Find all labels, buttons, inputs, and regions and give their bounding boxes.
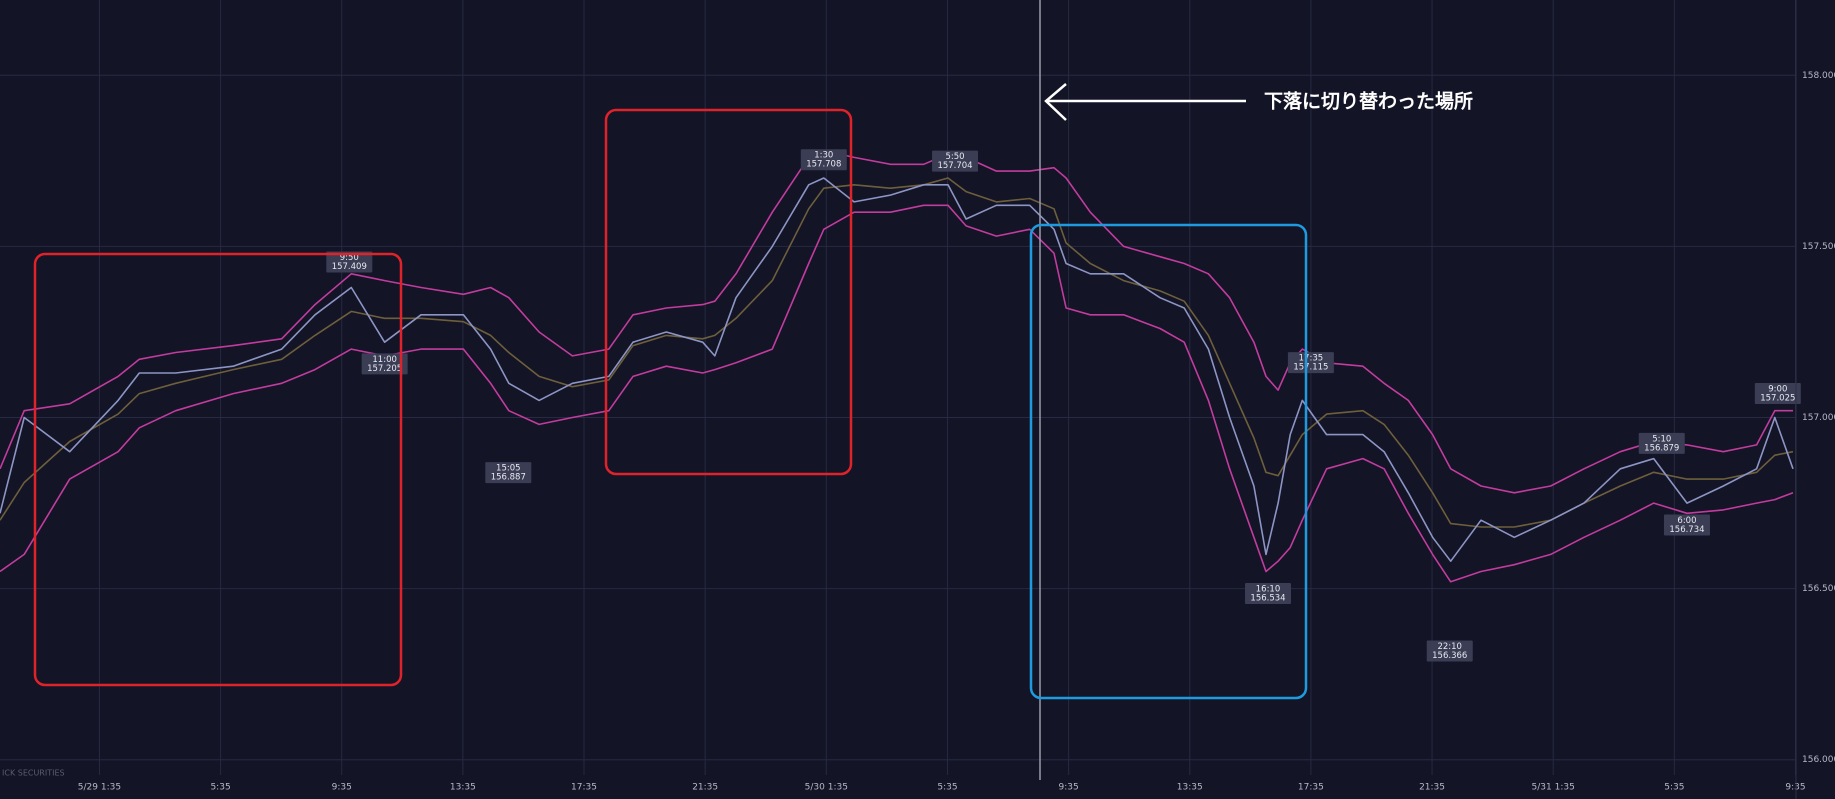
x-tick-label: 5:35 <box>937 783 957 793</box>
annotation-time: 22:10 <box>1437 642 1462 652</box>
annotation-time: 6:00 <box>1677 516 1696 526</box>
y-tick-label: 158.000 <box>1802 71 1835 81</box>
annotation-box <box>1245 582 1292 604</box>
annotation-time: 15:05 <box>496 464 521 474</box>
x-tick-label: 5/31 1:35 <box>1532 783 1575 793</box>
x-tick-label: 9:35 <box>1058 783 1078 793</box>
annotation-time: 16:10 <box>1256 584 1281 594</box>
annotation-box <box>932 150 979 172</box>
annotation-time: 9:00 <box>1768 384 1787 394</box>
annotation-time: 5:10 <box>1652 434 1671 444</box>
annotation-value: 156.879 <box>1644 443 1679 453</box>
series-line <box>0 177 1794 562</box>
x-tick-label: 9:35 <box>1785 783 1805 793</box>
x-tick-label: 9:35 <box>332 783 352 793</box>
annotation-time: 5:50 <box>945 152 964 162</box>
x-tick-label: 5/29 1:35 <box>78 783 121 793</box>
x-tick-label: 5:35 <box>210 783 230 793</box>
annotation-time: 1:30 <box>814 151 833 161</box>
watermark: ICK SECURITIES <box>2 769 65 778</box>
series-line <box>0 177 1794 528</box>
annotation-value: 157.409 <box>332 262 367 272</box>
series-line <box>0 149 1793 494</box>
annotation-box <box>1638 432 1685 454</box>
x-tick-label: 17:35 <box>571 783 597 793</box>
annotation-box <box>1663 514 1710 536</box>
x-tick-label: 13:35 <box>1177 783 1203 793</box>
arrow <box>1044 83 1246 121</box>
annotation-value: 157.205 <box>367 364 402 374</box>
plot <box>0 149 1794 583</box>
annotation-value: 156.366 <box>1432 651 1467 661</box>
annotation-box <box>485 462 532 484</box>
annotation-box <box>1287 352 1334 374</box>
annotation-value: 156.534 <box>1250 593 1285 603</box>
y-tick-label: 156.000 <box>1802 755 1835 765</box>
x-tick-label: 13:35 <box>450 783 476 793</box>
x-tick-label: 5/30 1:35 <box>805 783 848 793</box>
x-tick-label: 17:35 <box>1298 783 1324 793</box>
annotation-box <box>800 149 847 171</box>
annotation-box <box>1754 382 1801 404</box>
callout-text: 下落に切り替わった場所 <box>1264 90 1473 113</box>
y-tick-label: 157.000 <box>1802 413 1835 423</box>
annotation-value: 157.025 <box>1760 393 1795 403</box>
annotation-value: 157.115 <box>1293 363 1328 373</box>
x-tick-label: 21:35 <box>1419 783 1445 793</box>
annotation-box <box>361 353 408 375</box>
annotation-box <box>326 251 373 273</box>
x-tick-label: 5:35 <box>1664 783 1684 793</box>
annotations: 9:50157.40911:00157.20515:05156.8871:301… <box>326 149 1801 662</box>
annotation-time: 9:50 <box>340 253 359 263</box>
annotation-time: 11:00 <box>372 355 397 365</box>
annotation-time: 17:35 <box>1299 354 1324 364</box>
highlight-box <box>33 252 403 687</box>
annotation-box <box>1426 640 1473 662</box>
y-tick-label: 156.500 <box>1802 584 1835 594</box>
highlight-box <box>1029 223 1308 700</box>
x-tick-label: 21:35 <box>692 783 718 793</box>
annotation-value: 156.887 <box>491 473 526 483</box>
highlight-box <box>604 108 853 476</box>
annotation-value: 157.704 <box>937 161 972 171</box>
annotation-value: 157.708 <box>806 160 841 170</box>
annotation-value: 156.734 <box>1669 525 1704 535</box>
y-tick-label: 157.500 <box>1802 242 1835 252</box>
